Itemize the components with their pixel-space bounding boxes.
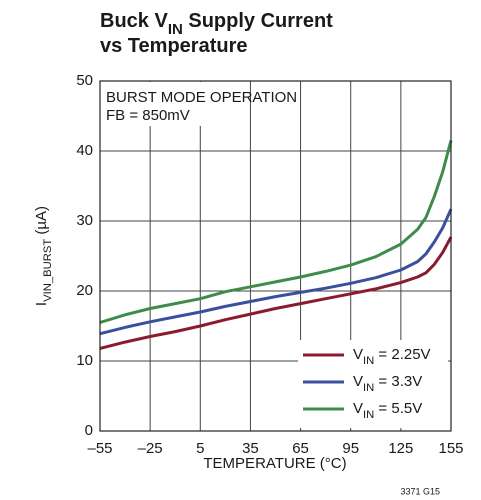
legend-label: VIN = 5.5V: [353, 400, 422, 421]
y-axis-label-part: I: [33, 302, 50, 306]
legend-label-part: = 3.3V: [374, 373, 422, 390]
chart-title: vs Temperature: [100, 35, 247, 57]
legend-label-part: V: [353, 373, 363, 390]
y-axis-label-part: VIN_BURST: [42, 239, 54, 302]
x-tick-label: –55: [87, 440, 112, 457]
y-tick-label: 10: [76, 352, 93, 369]
chart-title-part: vs Temperature: [100, 35, 247, 57]
legend-label-part: IN: [363, 382, 374, 394]
x-tick-label: 155: [438, 440, 463, 457]
y-tick-label: 30: [76, 212, 93, 229]
y-tick-label: 50: [76, 72, 93, 89]
annotation: BURST MODE OPERATION: [106, 89, 297, 106]
x-axis-label: TEMPERATURE (°C): [203, 455, 346, 472]
x-tick-label: 5: [196, 440, 204, 457]
series-line: [99, 140, 453, 324]
lines: [99, 140, 453, 350]
annotation-bg: [101, 82, 225, 126]
legend-label-part: V: [353, 400, 363, 417]
x-tick-label: 95: [342, 440, 359, 457]
series-line: [99, 236, 453, 350]
legend-label: VIN = 3.3V: [353, 373, 422, 394]
y-axis-label-part: (µA): [33, 206, 50, 239]
y-tick-label: 20: [76, 282, 93, 299]
x-tick-label: –25: [138, 440, 163, 457]
legend-label-part: = 2.25V: [374, 346, 430, 363]
annotation: FB = 850mV: [106, 107, 190, 124]
x-tick-label: 65: [292, 440, 309, 457]
legend-label-part: IN: [363, 409, 374, 421]
x-tick-label: 125: [388, 440, 413, 457]
legend-label-part: IN: [363, 355, 374, 367]
plot-frame: [99, 80, 452, 432]
chart-title-part: Supply Current: [183, 10, 333, 32]
series-line: [99, 208, 453, 336]
legend-label-part: = 5.5V: [374, 400, 422, 417]
chart-title: Buck VIN Supply Current: [100, 10, 333, 38]
y-tick-label: 0: [85, 422, 93, 439]
note: 3371 G15: [400, 486, 440, 496]
chart-title-part: IN: [168, 21, 183, 38]
x-tick-label: 35: [242, 440, 259, 457]
y-axis-label: IVIN_BURST (µA): [33, 206, 54, 306]
legend-label-part: V: [353, 346, 363, 363]
chart-title-part: Buck V: [100, 10, 168, 32]
y-tick-label: 40: [76, 142, 93, 159]
legend-label: VIN = 2.25V: [353, 346, 431, 367]
